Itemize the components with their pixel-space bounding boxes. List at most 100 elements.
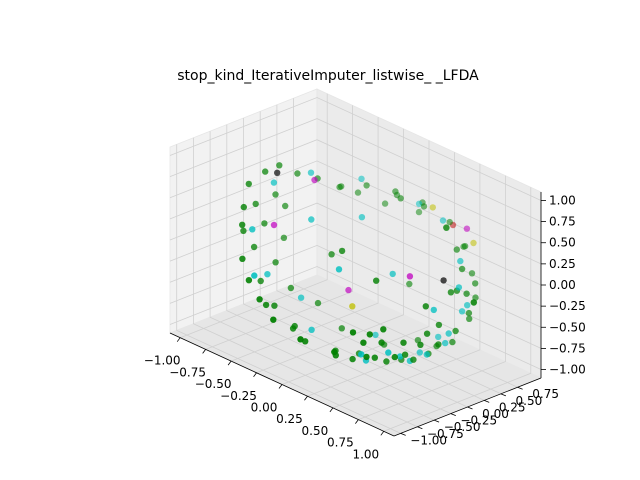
scatter-point bbox=[417, 341, 424, 348]
z-tick-label: 0.50 bbox=[549, 236, 576, 250]
x-grid-line bbox=[358, 175, 506, 420]
scatter-point bbox=[274, 169, 281, 176]
scatter-point bbox=[358, 214, 366, 221]
scatter-point bbox=[435, 341, 442, 348]
chart-title: stop_kind_IterativeImputer_listwise_ _LF… bbox=[177, 68, 479, 84]
scatter-point bbox=[470, 239, 477, 247]
z-grid-line bbox=[169, 181, 542, 286]
z-tick-label: 0.00 bbox=[549, 278, 576, 292]
y-tick-label: 0.25 bbox=[499, 400, 526, 414]
z-tick-label: −0.75 bbox=[549, 341, 586, 355]
scatter-point bbox=[280, 234, 288, 241]
y-grid-line bbox=[209, 131, 435, 421]
y-grid-line bbox=[293, 98, 518, 388]
x-grid-line bbox=[332, 163, 481, 409]
scatter-point bbox=[466, 315, 473, 322]
scatter-point bbox=[435, 321, 443, 329]
scatter-point bbox=[396, 353, 404, 360]
scatter-point bbox=[272, 191, 279, 198]
scatter-point bbox=[358, 351, 365, 358]
x-tick bbox=[202, 349, 206, 354]
x-tick-label: −1.00 bbox=[144, 354, 181, 368]
y-tick bbox=[400, 432, 406, 436]
tick-labels: −1.00−0.75−0.50−0.250.000.250.500.751.00… bbox=[144, 193, 586, 461]
scatter-point bbox=[249, 226, 256, 233]
x-grid-line bbox=[307, 152, 455, 397]
y-grid-line bbox=[192, 137, 418, 428]
scatter-point bbox=[264, 271, 271, 278]
x-tick-label: 0.25 bbox=[276, 412, 303, 426]
scatter-point bbox=[401, 351, 409, 358]
scatter-point bbox=[307, 169, 315, 176]
y-tick-label: −1.00 bbox=[410, 433, 447, 447]
scatter-point bbox=[435, 333, 442, 341]
scatter-point bbox=[358, 175, 365, 182]
scatter-point bbox=[349, 303, 356, 310]
scatter-point bbox=[270, 316, 277, 323]
y-tick-label: 0.75 bbox=[532, 387, 559, 401]
scatter-point bbox=[439, 217, 447, 224]
scatter-point bbox=[392, 188, 399, 195]
scatter-point bbox=[252, 200, 259, 208]
scatter-point bbox=[406, 273, 414, 280]
x-tick-label: 0.00 bbox=[251, 401, 278, 415]
scatter-point bbox=[389, 270, 396, 278]
scatter-point bbox=[463, 290, 470, 297]
z-grid-line bbox=[169, 139, 542, 244]
scatter-point bbox=[378, 339, 385, 346]
scatter-point bbox=[272, 259, 279, 266]
y-tick bbox=[433, 419, 440, 423]
scatter-point bbox=[311, 176, 318, 184]
scatter-point bbox=[464, 302, 471, 309]
scatter-point bbox=[423, 330, 431, 337]
y-grid-line bbox=[243, 118, 468, 408]
scatter-point bbox=[461, 243, 469, 250]
scatter-point bbox=[245, 277, 253, 284]
scatter-point bbox=[276, 162, 283, 169]
y-tick-label: −0.25 bbox=[460, 414, 497, 428]
scatter-point bbox=[470, 299, 478, 306]
y-tick bbox=[484, 400, 490, 403]
y-grid-line bbox=[226, 124, 451, 414]
scatter-point bbox=[443, 224, 450, 231]
y-tick-label: −0.50 bbox=[444, 420, 481, 434]
scatter-points bbox=[239, 162, 479, 365]
x-tick bbox=[329, 407, 334, 413]
x-tick bbox=[380, 431, 385, 436]
scatter-point bbox=[349, 329, 357, 336]
scatter-point bbox=[468, 270, 476, 277]
scatter-point bbox=[452, 327, 459, 335]
y-tick bbox=[517, 386, 523, 390]
scatter-point bbox=[270, 179, 278, 186]
z-tick-label: −0.25 bbox=[549, 299, 586, 313]
y-grid-line bbox=[176, 144, 401, 434]
scatter-point bbox=[360, 339, 367, 346]
scatter-point bbox=[372, 331, 379, 339]
scatter-point bbox=[261, 220, 268, 227]
scatter-point bbox=[262, 168, 269, 175]
scatter-point bbox=[458, 308, 466, 315]
y-tick-label: 0.50 bbox=[516, 394, 543, 408]
x-tick-label: 0.75 bbox=[327, 436, 354, 450]
x-grid-line bbox=[180, 93, 328, 339]
scatter-point bbox=[262, 301, 270, 309]
scatter-point bbox=[371, 354, 378, 361]
scatter-point bbox=[472, 280, 479, 287]
scatter-point bbox=[240, 203, 247, 211]
grid-lines bbox=[169, 93, 542, 434]
scatter-point bbox=[445, 330, 452, 337]
z-tick-label: −0.50 bbox=[549, 320, 586, 334]
x-tick-label: −0.75 bbox=[169, 365, 206, 379]
scatter-point bbox=[465, 309, 473, 317]
scatter-point bbox=[442, 339, 449, 347]
scatter-point bbox=[423, 351, 430, 358]
scatter-point bbox=[406, 280, 413, 288]
scatter-point bbox=[380, 326, 387, 333]
scatter-point bbox=[373, 277, 380, 284]
scatter-point bbox=[256, 296, 263, 303]
scatter-point bbox=[472, 294, 479, 301]
x-tick bbox=[278, 384, 283, 389]
scatter-point bbox=[338, 325, 345, 332]
y-tick bbox=[450, 413, 456, 416]
